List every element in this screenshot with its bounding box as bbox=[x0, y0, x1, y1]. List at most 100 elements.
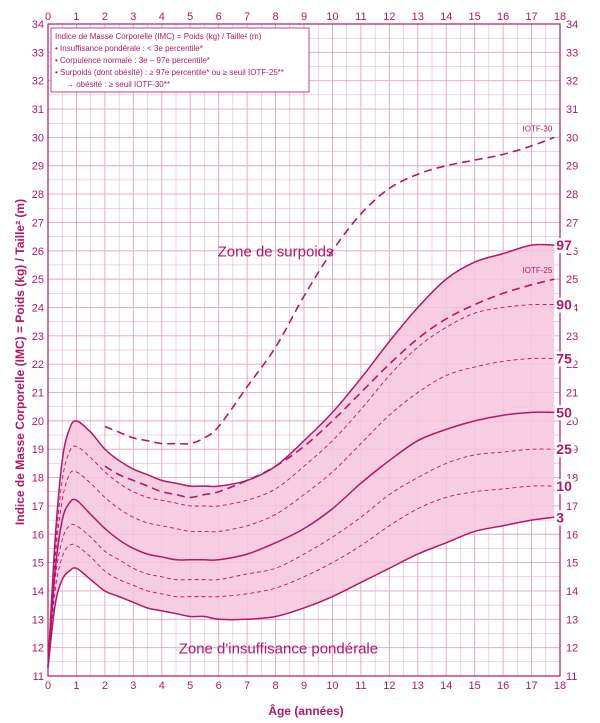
y-tick-label-left: 25 bbox=[32, 274, 44, 286]
series-label-iotf-25: IOTF-25 bbox=[523, 266, 553, 275]
x-tick-label-bottom: 6 bbox=[216, 680, 222, 692]
x-tick-label-bottom: 17 bbox=[525, 680, 537, 692]
x-tick-label-bottom: 3 bbox=[130, 680, 136, 692]
x-tick-label-top: 5 bbox=[187, 11, 193, 23]
y-tick-label-left: 12 bbox=[32, 643, 44, 655]
series-labels: 97 90 75 50 25 10 3 IOTF-25 IOTF-30 bbox=[523, 124, 575, 526]
x-tick-label-bottom: 11 bbox=[355, 680, 366, 692]
y-tick-label-left: 18 bbox=[32, 473, 44, 485]
x-tick-label-bottom: 7 bbox=[244, 680, 250, 692]
series-line-90 bbox=[47, 303, 555, 668]
y-tick-label-right: 33 bbox=[566, 47, 578, 59]
series-line-97 bbox=[47, 243, 555, 668]
series-line-75 bbox=[47, 357, 555, 668]
x-tick-label-bottom: 1 bbox=[73, 680, 79, 692]
x-tick-label-top: 7 bbox=[244, 11, 250, 23]
y-tick-label-left: 16 bbox=[32, 529, 44, 541]
y-tick-label-right: 21 bbox=[566, 388, 578, 400]
y-tick-label-left: 20 bbox=[32, 416, 44, 428]
y-tick-label-left: 11 bbox=[33, 671, 44, 683]
y-tick-label-left: 15 bbox=[32, 558, 44, 570]
x-tick-label-bottom: 18 bbox=[554, 680, 566, 692]
x-tick-label-bottom: 14 bbox=[440, 680, 452, 692]
x-tick-label-bottom: 4 bbox=[159, 680, 165, 692]
x-axis-title: Âge (années) bbox=[268, 703, 343, 718]
y-tick-label-right: 31 bbox=[566, 104, 578, 116]
y-tick-label-left: 32 bbox=[32, 76, 44, 88]
legend-box: Indice de Masse Corporelle (IMC) = Poids… bbox=[50, 27, 310, 93]
series-line-iotf-30 bbox=[104, 136, 555, 445]
series-line-50 bbox=[47, 411, 555, 668]
legend-normal: • Corpulence normale : 3e – 97e percenti… bbox=[55, 56, 210, 65]
x-tick-label-top: 10 bbox=[326, 11, 338, 23]
x-tick-label-top: 13 bbox=[412, 11, 424, 23]
x-tick-label-top: 4 bbox=[159, 11, 165, 23]
x-tick-label-bottom: 8 bbox=[272, 680, 278, 692]
series-line-iotf-25 bbox=[104, 278, 555, 499]
x-tick-label-bottom: 15 bbox=[469, 680, 481, 692]
zone-label-overweight: Zone de surpoids bbox=[218, 243, 334, 260]
y-tick-label-right: 25 bbox=[566, 274, 578, 286]
legend-frame bbox=[50, 27, 310, 93]
y-axis-title: Indice de Masse Corporelle (IMC) = Poids… bbox=[13, 199, 27, 525]
x-tick-label-top: 17 bbox=[525, 11, 537, 23]
series-line-10 bbox=[47, 485, 555, 668]
y-tick-label-right: 28 bbox=[566, 189, 578, 201]
x-tick-label-top: 2 bbox=[102, 11, 108, 23]
x-tick-label-top: 16 bbox=[497, 11, 509, 23]
series-line-25 bbox=[47, 448, 555, 668]
x-tick-label-top: 8 bbox=[272, 11, 278, 23]
x-tick-label-top: 18 bbox=[554, 11, 566, 23]
x-tick-label-top: 12 bbox=[383, 11, 395, 23]
y-tick-label-right: 17 bbox=[566, 501, 578, 513]
x-tick-label-bottom: 10 bbox=[326, 680, 338, 692]
series-label-90: 90 bbox=[556, 297, 572, 313]
x-tick-label-top: 14 bbox=[440, 11, 452, 23]
y-tick-label-right: 29 bbox=[566, 161, 578, 173]
zone-label-underweight: Zone d'insuffisance pondérale bbox=[179, 640, 378, 657]
series-layer bbox=[47, 136, 555, 668]
series-label-bg bbox=[555, 297, 575, 313]
y-tick-label-left: 17 bbox=[32, 501, 44, 513]
y-tick-label-left: 33 bbox=[32, 47, 44, 59]
series-label-bg bbox=[555, 442, 575, 458]
series-label-bg bbox=[555, 238, 575, 254]
y-tick-label-left: 26 bbox=[32, 246, 44, 258]
y-tick-label-right: 12 bbox=[566, 643, 578, 655]
y-tick-label-left: 29 bbox=[32, 161, 44, 173]
zone-labels: Zone de surpoids Zone d'insuffisance pond… bbox=[179, 243, 378, 657]
x-tick-label-bottom: 0 bbox=[45, 680, 51, 692]
y-tick-label-right: 11 bbox=[566, 671, 577, 683]
x-tick-label-bottom: 16 bbox=[497, 680, 509, 692]
y-tick-label-left: 14 bbox=[32, 586, 44, 598]
y-tick-label-right: 15 bbox=[566, 558, 578, 570]
series-label-50: 50 bbox=[556, 404, 572, 420]
series-label-bg bbox=[555, 510, 567, 526]
legend-overweight: • Surpoids (dont obésité) : ≥ 97e percen… bbox=[55, 68, 284, 77]
y-tick-label-right: 14 bbox=[566, 586, 578, 598]
series-label-bg bbox=[555, 405, 575, 421]
y-tick-label-left: 19 bbox=[32, 444, 44, 456]
y-tick-label-right: 27 bbox=[566, 217, 578, 229]
legend-underweight: • Insuffisance pondérale : < 3e percenti… bbox=[55, 44, 203, 53]
y-tick-label-left: 30 bbox=[32, 132, 44, 144]
series-label-3: 3 bbox=[556, 509, 564, 525]
series-label-10: 10 bbox=[556, 478, 572, 494]
y-tick-label-left: 23 bbox=[32, 331, 44, 343]
y-tick-label-right: 23 bbox=[566, 331, 578, 343]
y-tick-label-right: 32 bbox=[566, 76, 578, 88]
normal-range-band bbox=[48, 244, 555, 668]
y-tick-label-left: 31 bbox=[32, 104, 44, 116]
legend-obesity: → obésité : ≥ seuil IOTF-30** bbox=[66, 80, 170, 89]
y-axis-ticks-left: 11 12 13 14 15 16 17 18 19 20 21 22 23 24 25 26 27 28 29 30… bbox=[32, 19, 44, 683]
y-tick-label-left: 21 bbox=[32, 388, 44, 400]
y-tick-label-left: 28 bbox=[32, 189, 44, 201]
y-tick-label-left: 22 bbox=[32, 359, 44, 371]
series-label-97: 97 bbox=[556, 237, 572, 253]
plot-frame bbox=[47, 23, 561, 677]
legend-title: Indice de Masse Corporelle (IMC) = Poids… bbox=[55, 32, 262, 41]
x-tick-label-bottom: 2 bbox=[102, 680, 108, 692]
x-tick-label-top: 1 bbox=[73, 11, 79, 23]
y-tick-label-left: 24 bbox=[32, 302, 44, 314]
